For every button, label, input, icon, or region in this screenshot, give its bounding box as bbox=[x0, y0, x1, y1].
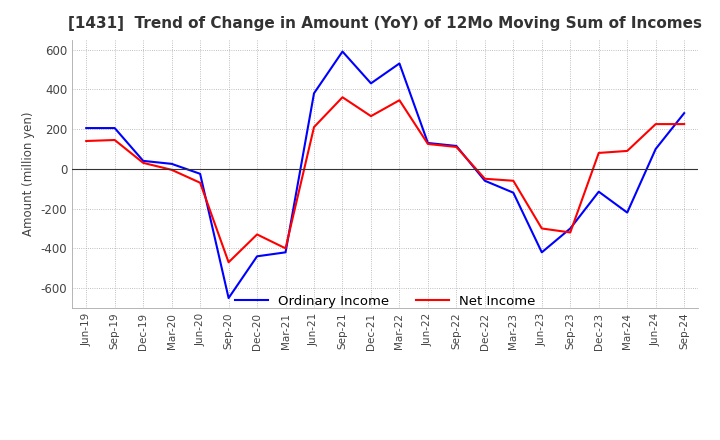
Ordinary Income bbox=[395, 61, 404, 66]
Ordinary Income bbox=[338, 49, 347, 54]
Net Income bbox=[196, 180, 204, 185]
Ordinary Income bbox=[110, 125, 119, 131]
Ordinary Income bbox=[452, 143, 461, 149]
Line: Ordinary Income: Ordinary Income bbox=[86, 51, 684, 298]
Net Income bbox=[310, 125, 318, 130]
Net Income bbox=[282, 246, 290, 251]
Ordinary Income bbox=[680, 110, 688, 116]
Net Income bbox=[253, 232, 261, 237]
Net Income bbox=[595, 150, 603, 156]
Net Income bbox=[623, 148, 631, 154]
Ordinary Income bbox=[595, 189, 603, 194]
Net Income bbox=[480, 176, 489, 181]
Net Income bbox=[509, 178, 518, 183]
Net Income bbox=[537, 226, 546, 231]
Net Income bbox=[225, 260, 233, 265]
Net Income bbox=[452, 144, 461, 150]
Net Income bbox=[566, 230, 575, 235]
Ordinary Income bbox=[139, 158, 148, 164]
Legend: Ordinary Income, Net Income: Ordinary Income, Net Income bbox=[230, 290, 541, 313]
Ordinary Income bbox=[253, 254, 261, 259]
Title: [1431]  Trend of Change in Amount (YoY) of 12Mo Moving Sum of Incomes: [1431] Trend of Change in Amount (YoY) o… bbox=[68, 16, 702, 32]
Ordinary Income bbox=[537, 249, 546, 255]
Net Income bbox=[423, 141, 432, 147]
Line: Net Income: Net Income bbox=[86, 97, 684, 262]
Net Income bbox=[366, 114, 375, 119]
Net Income bbox=[395, 98, 404, 103]
Ordinary Income bbox=[282, 249, 290, 255]
Net Income bbox=[652, 121, 660, 127]
Ordinary Income bbox=[623, 210, 631, 215]
Ordinary Income bbox=[82, 125, 91, 131]
Net Income bbox=[110, 137, 119, 143]
Net Income bbox=[338, 95, 347, 100]
Ordinary Income bbox=[366, 81, 375, 86]
Net Income bbox=[680, 121, 688, 127]
Ordinary Income bbox=[566, 226, 575, 231]
Net Income bbox=[82, 138, 91, 143]
Ordinary Income bbox=[423, 140, 432, 146]
Net Income bbox=[139, 160, 148, 165]
Ordinary Income bbox=[509, 190, 518, 195]
Ordinary Income bbox=[167, 161, 176, 166]
Ordinary Income bbox=[652, 147, 660, 152]
Y-axis label: Amount (million yen): Amount (million yen) bbox=[22, 112, 35, 236]
Net Income bbox=[167, 167, 176, 172]
Ordinary Income bbox=[310, 91, 318, 96]
Ordinary Income bbox=[196, 171, 204, 176]
Ordinary Income bbox=[225, 295, 233, 301]
Ordinary Income bbox=[480, 178, 489, 183]
